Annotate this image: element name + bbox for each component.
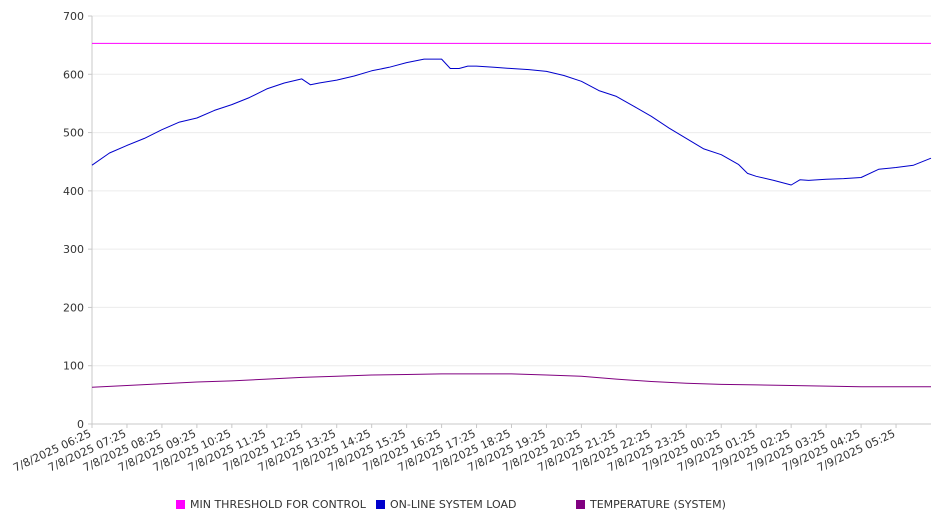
legend-swatch — [576, 500, 585, 509]
legend-swatch — [376, 500, 385, 509]
y-tick-label: 100 — [63, 360, 84, 373]
y-tick-label: 500 — [63, 127, 84, 140]
legend-item: ON-LINE SYSTEM LOAD — [376, 498, 516, 511]
legend-label: TEMPERATURE (SYSTEM) — [590, 498, 726, 511]
legend-label: ON-LINE SYSTEM LOAD — [390, 498, 517, 511]
legend-label: MIN THRESHOLD FOR CONTROL — [190, 498, 366, 511]
series-line-temperature-system — [91, 373, 931, 388]
y-tick-label: 0 — [77, 418, 84, 431]
y-tick-label: 700 — [63, 10, 84, 23]
y-tick-label: 300 — [63, 243, 84, 256]
y-tick-label: 200 — [63, 301, 84, 314]
chart-legend: MIN THRESHOLD FOR CONTROL ON-LINE SYSTEM … — [0, 498, 946, 514]
legend-item: TEMPERATURE (SYSTEM) — [576, 498, 726, 511]
series-line-on-line-system-load — [91, 58, 932, 186]
legend-item: MIN THRESHOLD FOR CONTROL — [176, 498, 366, 511]
y-tick-label: 600 — [63, 68, 84, 81]
y-tick-label: 400 — [63, 185, 84, 198]
legend-swatch — [176, 500, 185, 509]
